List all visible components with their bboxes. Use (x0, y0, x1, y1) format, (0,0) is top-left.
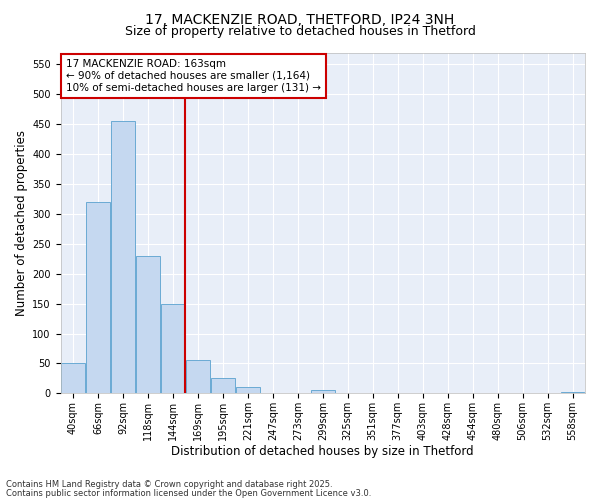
Bar (111, 122, 135, 394)
Text: Contains HM Land Registry data © Crown copyright and database right 2025.: Contains HM Land Registry data © Crown c… (6, 480, 332, 489)
Text: 17, MACKENZIE ROAD, THETFORD, IP24 3NH: 17, MACKENZIE ROAD, THETFORD, IP24 3NH (145, 12, 455, 26)
Bar (211, 378, 235, 394)
Bar (186, 360, 210, 394)
Bar (136, 256, 160, 394)
Text: 17 MACKENZIE ROAD: 163sqm
← 90% of detached houses are smaller (1,164)
10% of se: 17 MACKENZIE ROAD: 163sqm ← 90% of detac… (66, 60, 321, 92)
Bar (311, 390, 335, 394)
Bar (560, 392, 584, 394)
Bar (161, 304, 185, 394)
Bar (236, 388, 260, 394)
Y-axis label: Number of detached properties: Number of detached properties (15, 130, 28, 316)
X-axis label: Distribution of detached houses by size in Thetford: Distribution of detached houses by size … (172, 444, 474, 458)
Bar (61, 364, 85, 394)
Text: Size of property relative to detached houses in Thetford: Size of property relative to detached ho… (125, 25, 475, 38)
Text: Contains public sector information licensed under the Open Government Licence v3: Contains public sector information licen… (6, 488, 371, 498)
Bar (86, 202, 110, 394)
